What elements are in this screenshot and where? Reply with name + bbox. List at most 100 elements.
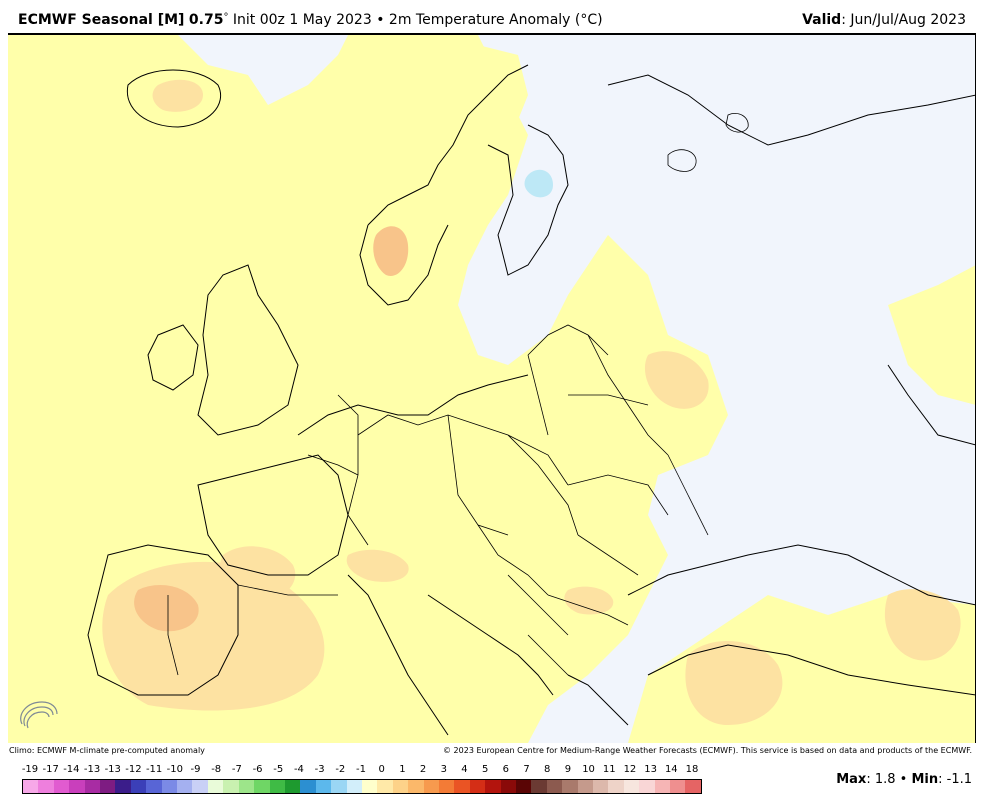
legend-tick-label: 18 [685,764,699,775]
legend-swatch [192,780,208,793]
legend-swatch [23,780,39,793]
warm-patch-russia [644,351,709,409]
init-time: Init 00z 1 May 2023 [232,12,372,28]
warm-patch-iberia-core [134,585,199,632]
coastlines [87,64,975,736]
legend-tick-label: -4 [293,764,304,775]
warm-patch-caucasus [884,589,961,661]
warm-patch-anatolia [685,641,783,725]
legend-tick-label: 1 [399,764,406,775]
unit: °C [580,12,598,28]
degree-symbol: ° [223,12,229,23]
legend-swatch [670,780,686,793]
legend-tick-label: 11 [602,764,616,775]
legend-tick-label: 9 [564,764,572,775]
legend-swatch [177,780,193,793]
legend-labels: -19 -17 -14 -13 -13 -12 -11 -10 -9 -8 -7 -6 -5 -4 -3 -2… [22,764,702,778]
copyright-note: © 2023 European Centre for Medium-Range … [443,746,972,755]
legend-colorbar [22,779,702,794]
legend-tick-label: 0 [378,764,385,775]
legend-swatch [207,780,224,793]
max-value: : 1.8 [866,772,896,787]
valid-label: Valid [802,12,842,28]
legend-swatch [438,780,455,793]
legend-tick-label: -13 [83,764,101,775]
legend-tick-label: 8 [544,764,551,775]
legend-tick-label: 14 [664,764,678,775]
legend-tick-label: -14 [63,764,80,775]
min-value: : -1.1 [938,772,972,787]
climo-note: Climo: ECMWF M-climate pre-computed anom… [9,746,205,755]
legend-swatch [500,780,516,793]
legend-swatch [546,780,563,793]
legend-swatch [146,780,162,793]
legend-swatch [130,780,147,793]
legend-tick-label: 6 [502,764,509,775]
legend-swatch [485,780,501,793]
legend-tick-label: -17 [42,764,59,775]
legend-tick-label: 7 [523,764,530,775]
valid-period: Valid: Jun/Jul/Aug 2023 [802,12,966,28]
legend-swatch [84,780,101,793]
legend-swatch [516,780,532,793]
anomaly-region-scandinavia [418,45,528,275]
legend-swatch [408,780,424,793]
legend-swatch [254,780,270,793]
weatherbell-logo [20,701,58,729]
legend-swatch [223,780,239,793]
legend-tick-label: -19 [21,764,39,775]
legend-tick-label: -3 [314,764,325,775]
country-borders [167,324,709,676]
legend-swatch [300,780,316,793]
legend-swatch [346,780,362,793]
legend-swatch [608,780,624,793]
legend-swatch [562,780,578,793]
variable-name: 2m Temperature Anomaly ( [388,12,581,28]
legend-tick-label: 10 [582,764,595,775]
max-label: Max [836,772,867,787]
legend-swatch [454,780,470,793]
legend-tick-label: 12 [623,764,637,775]
header-divider [8,33,976,35]
legend-tick-label: 13 [644,764,657,775]
legend-swatch [361,780,378,793]
warm-patch-norway [373,226,409,276]
map-title: ECMWF Seasonal [M] 0.75° Init 00z 1 May … [18,12,603,28]
legend-swatch [284,780,301,793]
legend-tick-label: -12 [125,764,142,775]
legend-swatch [392,780,409,793]
legend-tick-label: -7 [231,764,242,775]
warm-patch-balkans [564,586,614,615]
legend-tick-label: 4 [461,764,468,775]
legend-swatch [623,780,640,793]
legend-tick-label: -2 [335,764,346,775]
legend-swatch [531,780,547,793]
legend-tick-label: -6 [252,764,263,775]
legend-swatch [100,780,116,793]
legend-tick-label: 3 [440,764,447,775]
legend-swatch [377,780,393,793]
map-header: ECMWF Seasonal [M] 0.75° Init 00z 1 May … [0,0,984,34]
legend-tick-label: -13 [104,764,121,775]
legend-swatch [577,780,594,793]
legend-swatch [654,780,671,793]
color-legend: -19 -17 -14 -13 -13 -12 -11 -10 -9 -8 -7 -6 -5 -4 -3 -2… [22,764,702,796]
warm-patch-france [219,546,296,601]
legend-swatch [38,780,54,793]
legend-swatch [115,780,131,793]
legend-swatch [331,780,347,793]
valid-value: : Jun/Jul/Aug 2023 [841,12,966,28]
stats-separator: • [895,772,912,787]
bullet: • [376,12,385,28]
max-min-stats: Max: 1.8 • Min: -1.1 [836,772,972,787]
legend-swatch [238,780,255,793]
legend-tick-label: 5 [481,764,489,775]
legend-tick-label: -8 [211,764,222,775]
legend-tick-label: -9 [190,764,201,775]
legend-swatch [53,780,70,793]
legend-swatch [161,780,178,793]
legend-swatch [685,780,701,793]
legend-swatch [423,780,439,793]
legend-swatch [469,780,486,793]
map-canvas [8,35,975,743]
